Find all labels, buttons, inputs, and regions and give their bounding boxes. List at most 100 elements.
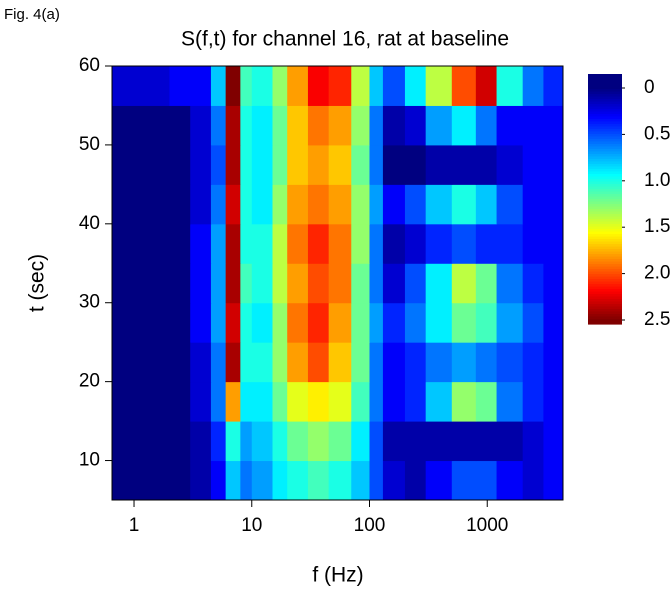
heatmap-cell — [425, 184, 453, 225]
heatmap-cell — [169, 342, 191, 383]
heatmap-cell — [404, 342, 427, 383]
heatmap-cell — [425, 460, 453, 501]
chart-title: S(f,t) for channel 16, rat at baseline — [181, 28, 509, 51]
colorbar-swatch — [588, 201, 622, 205]
plot-frame — [111, 65, 564, 501]
heatmap-cell — [425, 144, 453, 185]
heatmap-cell — [307, 460, 330, 501]
heatmap-cell — [272, 144, 288, 185]
heatmap-cell — [134, 460, 170, 501]
heatmap-cell — [287, 105, 309, 146]
heatmap-cell — [496, 302, 524, 343]
heatmap-cell — [369, 263, 384, 304]
heatmap-cell — [240, 263, 253, 304]
heatmap-cell — [369, 66, 384, 106]
colorbar-swatch — [588, 124, 622, 128]
colorbar-swatch — [588, 236, 622, 240]
colorbar-swatch — [588, 206, 622, 210]
heatmap-cell — [522, 223, 544, 264]
heatmap-cell — [251, 144, 273, 185]
heatmap-cell — [272, 460, 288, 501]
heatmap-cell — [287, 144, 309, 185]
heatmap-cell — [425, 223, 453, 264]
x-axis-label: f (Hz) — [312, 564, 363, 587]
heatmap-cell — [307, 66, 330, 106]
heatmap-cell — [251, 381, 273, 422]
colorbar-swatch — [588, 274, 622, 278]
heatmap-cell — [240, 66, 253, 106]
y-tick-label: 50 — [79, 134, 100, 155]
heatmap-cell — [225, 421, 241, 462]
heatmap-cell — [451, 105, 477, 146]
heatmap-cell — [351, 263, 371, 304]
colorbar-swatch — [588, 294, 622, 298]
heatmap-cell — [382, 381, 406, 422]
heatmap-cell — [543, 460, 564, 501]
colorbar-swatch — [588, 231, 622, 235]
heatmap-cell — [134, 144, 170, 185]
heatmap-cell — [543, 302, 564, 343]
heatmap-cell — [240, 381, 253, 422]
heatmap-cell — [522, 184, 544, 225]
heatmap-cell — [225, 381, 241, 422]
heatmap-cell — [134, 105, 170, 146]
colorbar-swatch — [588, 84, 622, 88]
heatmap-cell — [251, 105, 273, 146]
heatmap-cell — [425, 421, 453, 462]
heatmap-cell — [190, 263, 212, 304]
y-axis-label: t (sec) — [26, 254, 49, 312]
heatmap-cell — [287, 263, 309, 304]
heatmap-cell — [225, 184, 241, 225]
heatmap-cell — [382, 184, 406, 225]
heatmap-cell — [225, 342, 241, 383]
colorbar-swatch — [588, 134, 622, 138]
colorbar-swatch — [588, 306, 622, 310]
heatmap-cell — [190, 184, 212, 225]
colorbar-swatch — [588, 261, 622, 265]
heatmap-cell — [134, 223, 170, 264]
y-tick-label: 30 — [79, 292, 100, 313]
heatmap-cell — [475, 66, 498, 106]
heatmap-cell — [328, 302, 352, 343]
heatmap-cell — [112, 144, 135, 185]
colorbar-swatch — [588, 166, 622, 170]
colorbar-swatch — [588, 279, 622, 283]
heatmap-cell — [210, 66, 227, 106]
heatmap-cell — [210, 342, 227, 383]
heatmap-cell — [543, 421, 564, 462]
colorbar-swatch — [588, 181, 622, 185]
heatmap-cell — [351, 342, 371, 383]
colorbar-swatch — [588, 321, 622, 325]
colorbar-swatch — [588, 169, 622, 173]
heatmap-cell — [328, 184, 352, 225]
colorbar-swatch — [588, 316, 622, 320]
heatmap-cell — [351, 381, 371, 422]
colorbar-swatch — [588, 289, 622, 293]
heatmap-cell — [522, 263, 544, 304]
heatmap-cell — [307, 144, 330, 185]
colorbar-swatch — [588, 176, 622, 180]
heatmap-cell — [287, 421, 309, 462]
heatmap-cell — [475, 421, 498, 462]
heatmap-cell — [522, 302, 544, 343]
heatmap-cell — [210, 302, 227, 343]
heatmap-cell — [190, 66, 212, 106]
heatmap-cell — [190, 223, 212, 264]
heatmap-cell — [112, 66, 135, 106]
heatmap-cell — [543, 66, 564, 106]
heatmap-cell — [543, 184, 564, 225]
heatmap-cell — [522, 421, 544, 462]
colorbar-swatch — [588, 74, 622, 78]
heatmap-cell — [251, 184, 273, 225]
colorbar-swatch — [588, 149, 622, 153]
heatmap-cell — [272, 184, 288, 225]
heatmap-cell — [169, 184, 191, 225]
colorbar: 0 0.5 1.0 1.5 2.0 2.5 — [588, 74, 670, 330]
colorbar-swatch — [588, 286, 622, 290]
heatmap-cell — [451, 184, 477, 225]
heatmap-cell — [251, 66, 273, 106]
x-tick-label: 100 — [354, 515, 386, 536]
heatmap-cell — [404, 263, 427, 304]
heatmap-cell — [496, 342, 524, 383]
